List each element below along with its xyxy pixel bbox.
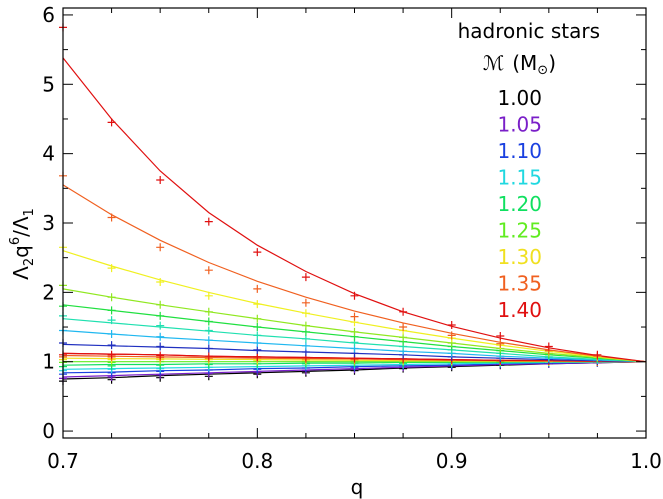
- legend-entries: 1.00 1.051.10 1.151.20 1.251.30 1.351.40: [497, 86, 542, 322]
- legend-entry: 1.00: [497, 86, 542, 110]
- data-point: [496, 339, 505, 348]
- y-axis-label-base: Λ: [9, 266, 33, 280]
- legend-entry: 1.40: [497, 298, 542, 322]
- data-point: [107, 118, 116, 127]
- data-point: [544, 342, 553, 351]
- legend-heading: hadronic stars: [458, 19, 600, 43]
- data-point: [593, 350, 602, 359]
- data-point: [107, 316, 116, 325]
- legend-entry: 1.05: [497, 113, 542, 137]
- mass-close: ): [548, 51, 556, 75]
- data-point: [350, 312, 359, 321]
- data-point: [253, 284, 262, 293]
- data-point: [204, 217, 213, 226]
- data-point: [301, 341, 310, 350]
- x-axis-ticks: [62, 8, 647, 438]
- y-axis-tick-labels: 0 1 2 3 4 5 6: [42, 3, 55, 443]
- data-point: [156, 351, 165, 360]
- sun-symbol: ⊙: [537, 63, 548, 78]
- data-point: [107, 293, 116, 302]
- legend-entry: 1.15: [497, 166, 542, 190]
- data-point: [107, 330, 116, 338]
- x-tick-label: 1.0: [630, 449, 662, 473]
- legend-entry: 1.35: [497, 272, 542, 296]
- data-point: [253, 300, 262, 309]
- legend-entry: 1.20: [497, 192, 542, 216]
- data-point: [253, 339, 262, 347]
- data-point: [107, 350, 116, 359]
- data-point: [301, 273, 310, 282]
- y-tick-label: 1: [42, 350, 55, 374]
- data-point: [253, 323, 262, 331]
- data-point: [301, 321, 310, 330]
- data-point: [107, 264, 116, 273]
- data-point: [107, 306, 116, 315]
- data-point: [204, 266, 213, 275]
- data-point: [301, 334, 310, 343]
- y-axis-label-tail: /Λ: [9, 216, 33, 237]
- data-point: [204, 317, 213, 326]
- data-point: [156, 243, 165, 252]
- x-axis-tick-labels: 0.7 0.8 0.9 1.0: [47, 449, 662, 473]
- series-markers: [59, 23, 602, 386]
- mass-unit: (M: [512, 51, 537, 75]
- y-tick-label: 6: [42, 3, 55, 27]
- data-point: [253, 331, 262, 340]
- data-point: [301, 298, 310, 307]
- data-point: [156, 342, 165, 351]
- data-point: [204, 344, 213, 353]
- data-point: [156, 311, 165, 320]
- x-tick-label: 0.9: [436, 449, 468, 473]
- y-tick-label: 0: [42, 419, 55, 443]
- data-point: [204, 352, 213, 361]
- y-axis-label-sup: 6: [8, 237, 23, 245]
- data-point: [447, 331, 456, 340]
- y-tick-label: 5: [42, 72, 55, 96]
- legend: hadronic stars ℳ (M⊙) 1.001.051.101.151.2…: [458, 19, 600, 322]
- y-tick-label: 3: [42, 211, 55, 235]
- y-axis-label-sub1: 2: [22, 258, 37, 266]
- legend-entry: 1.10: [497, 139, 542, 163]
- legend-mass-label: ℳ (M⊙): [483, 51, 556, 78]
- x-tick-label: 0.8: [241, 449, 273, 473]
- y-axis-label-sub2: 1: [22, 208, 37, 216]
- data-point: [301, 309, 310, 318]
- mass-symbol: ℳ: [483, 51, 504, 75]
- data-point: [156, 300, 165, 309]
- data-point: [156, 176, 165, 184]
- data-point: [253, 314, 262, 323]
- y-axis-ticks: [63, 14, 646, 432]
- data-point: [253, 345, 262, 354]
- data-point: [156, 321, 165, 330]
- data-point: [107, 341, 116, 350]
- y-axis-label: Λ2q6/Λ1: [8, 208, 37, 280]
- data-point: [399, 333, 408, 342]
- data-point: [399, 307, 408, 316]
- data-point: [156, 332, 165, 341]
- y-tick-label: 2: [42, 280, 55, 304]
- data-point: [107, 213, 116, 222]
- legend-entry: 1.30: [497, 245, 542, 269]
- legend-entry: 1.25: [497, 219, 542, 243]
- x-tick-label: 0.7: [47, 449, 79, 473]
- data-point: [496, 332, 505, 340]
- data-point: [204, 291, 213, 300]
- data-point: [350, 327, 359, 336]
- data-point: [253, 352, 262, 361]
- data-point: [204, 336, 213, 345]
- y-axis-label-mid: q: [9, 245, 33, 258]
- data-point: [156, 278, 165, 286]
- data-point: [350, 291, 359, 300]
- data-point: [253, 248, 262, 257]
- y-tick-label: 4: [42, 142, 55, 166]
- data-point: [399, 323, 408, 331]
- x-axis-label: q: [351, 475, 364, 499]
- data-point: [204, 326, 213, 335]
- data-point: [447, 321, 456, 329]
- data-point: [204, 307, 213, 316]
